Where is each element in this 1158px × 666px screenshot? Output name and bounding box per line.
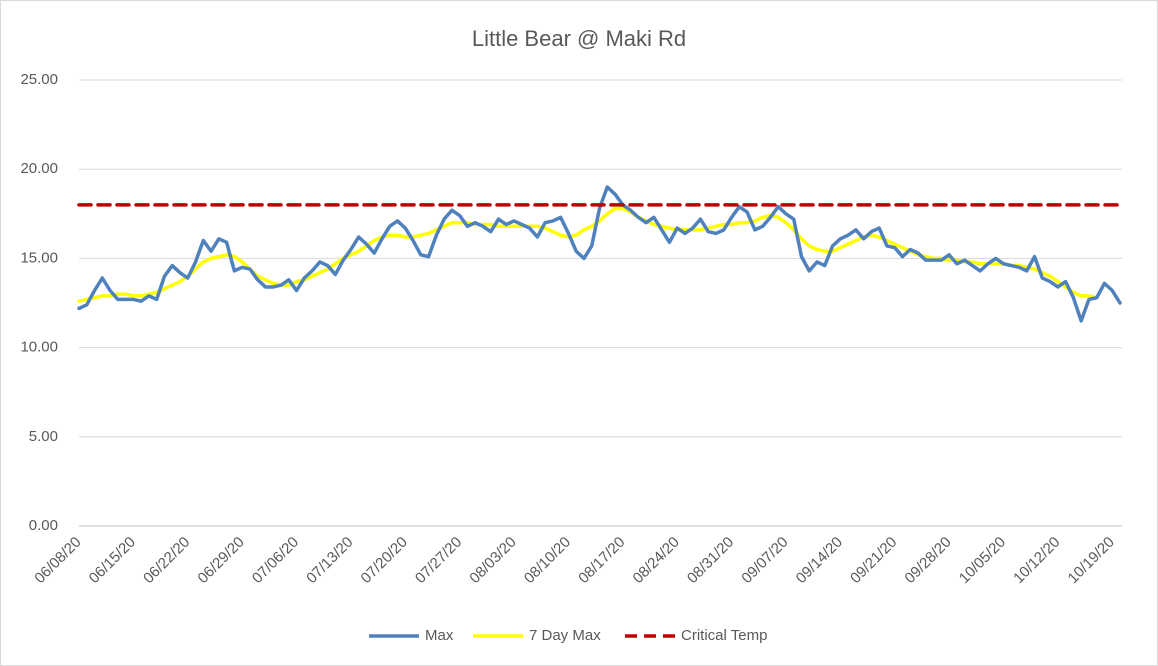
chart-title: Little Bear @ Maki Rd (472, 26, 686, 51)
y-tick-label: 25.00 (20, 71, 58, 88)
y-tick-label: 15.00 (20, 249, 58, 266)
legend-label: 7 Day Max (529, 627, 601, 644)
legend-label: Max (425, 627, 454, 644)
legend-label: Critical Temp (681, 627, 767, 644)
y-tick-label: 0.00 (29, 517, 58, 534)
y-tick-label: 20.00 (20, 160, 58, 177)
y-tick-label: 5.00 (29, 428, 58, 445)
y-tick-label: 10.00 (20, 339, 58, 356)
legend: Max 7 Day Max Critical Temp (369, 627, 767, 644)
line-series (77, 185, 1122, 323)
